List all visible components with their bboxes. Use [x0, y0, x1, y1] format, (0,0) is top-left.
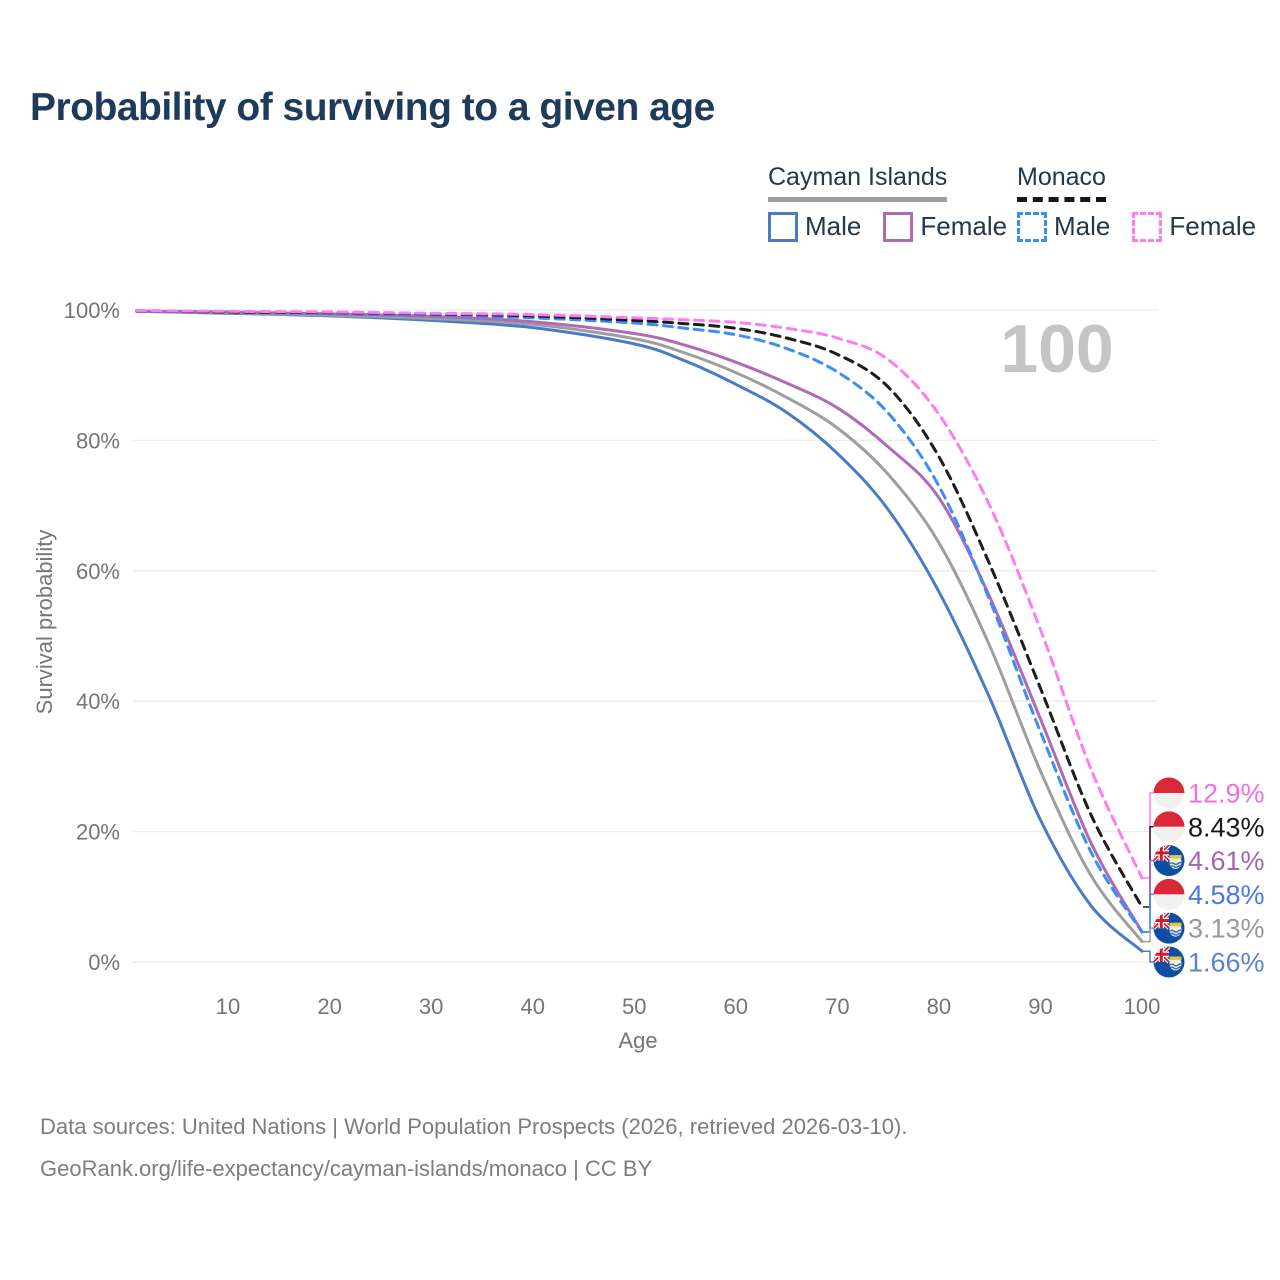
age-watermark: 100 [1000, 311, 1113, 387]
end-label: 1.66% [1188, 948, 1265, 978]
legend-items-cayman-islands: Male Female [768, 211, 1007, 242]
legend-item-label: Female [920, 211, 1008, 241]
series-line-cayman-islands-female [135, 309, 1144, 934]
x-tick-label: 100 [1124, 994, 1161, 1019]
legend-items-monaco: Male Female [1017, 211, 1256, 242]
legend-item-monaco-male[interactable]: Male [1017, 211, 1110, 242]
monaco-female-swatch-icon [1132, 211, 1163, 242]
data-sources-text: Data sources: United Nations | World Pop… [40, 1114, 908, 1139]
footer: Data sources: United Nations | World Pop… [40, 1106, 907, 1190]
legend-group-cayman-islands: Cayman Islands Male Female [768, 163, 1007, 242]
legend-item-label: Male [1054, 211, 1111, 241]
x-axis-title: Age [618, 1028, 657, 1053]
series-line-monaco-male [135, 309, 1144, 934]
legend-group-monaco: Monaco Male Female [1017, 163, 1256, 242]
page-title: Probability of surviving to a given age [30, 86, 715, 129]
monaco-flag-icon [1153, 878, 1185, 910]
end-labels: 12.9%8.43% 4.61% 4.58% 3.13% 1.66% [1188, 779, 1265, 978]
y-axis-ticks: 0% 20% 40% 60% 80% 100% [64, 298, 120, 975]
legend-group-title-cayman-islands: Cayman Islands [768, 163, 948, 202]
cayman-islands-flag-icon [1153, 845, 1185, 877]
attribution-text: GeoRank.org/life-expectancy/cayman-islan… [40, 1156, 653, 1181]
legend-item-monaco-female[interactable]: Female [1132, 211, 1256, 242]
x-tick-label: 40 [520, 994, 544, 1019]
series-line-cayman-islands-male [135, 309, 1144, 953]
leader-line [1143, 792, 1154, 879]
leader-line [1143, 859, 1154, 933]
end-label: 4.58% [1188, 880, 1265, 910]
x-axis-ticks: 10 20 30 40 50 60 70 80 90 100 [216, 994, 1161, 1019]
x-tick-label: 50 [622, 994, 646, 1019]
y-axis-title: Survival probability [32, 530, 57, 715]
series-line-monaco-total [135, 309, 1144, 909]
y-tick-label: 40% [76, 689, 120, 714]
legend-item-label: Male [805, 211, 862, 241]
y-tick-label: 20% [76, 820, 120, 845]
legend-item-cayman-male[interactable]: Male [768, 211, 861, 242]
legend-group-title-monaco: Monaco [1017, 163, 1106, 202]
cayman-female-swatch-icon [883, 211, 914, 242]
series-line-cayman-islands-total [135, 309, 1144, 944]
x-tick-label: 90 [1028, 994, 1052, 1019]
leader-lines [1143, 792, 1154, 963]
end-label: 3.13% [1188, 914, 1265, 944]
cayman-islands-flag-icon [1153, 946, 1185, 978]
leader-line [1143, 950, 1154, 963]
leader-line [1143, 893, 1154, 933]
legend-item-label: Female [1169, 211, 1257, 241]
end-label-flags [1153, 777, 1185, 978]
monaco-flag-icon [1153, 811, 1185, 843]
x-tick-label: 30 [419, 994, 443, 1019]
gridlines [133, 309, 1158, 963]
legend-item-cayman-female[interactable]: Female [883, 211, 1007, 242]
x-tick-label: 60 [724, 994, 748, 1019]
y-tick-label: 100% [64, 298, 120, 323]
x-tick-label: 10 [216, 994, 240, 1019]
series-line-monaco-female [135, 309, 1144, 880]
x-tick-label: 80 [927, 994, 951, 1019]
monaco-male-swatch-icon [1017, 211, 1047, 242]
leader-line [1143, 927, 1154, 943]
x-tick-label: 70 [825, 994, 849, 1019]
y-tick-label: 0% [88, 950, 120, 975]
monaco-flag-icon [1153, 777, 1185, 809]
cayman-male-swatch-icon [768, 211, 798, 242]
y-tick-label: 60% [76, 559, 120, 584]
end-label: 4.61% [1188, 846, 1265, 876]
cayman-islands-flag-icon [1153, 912, 1185, 944]
x-tick-label: 20 [317, 994, 341, 1019]
end-label: 8.43% [1188, 812, 1265, 842]
end-label: 12.9% [1188, 779, 1265, 809]
series-lines [135, 309, 1144, 953]
y-tick-label: 80% [76, 428, 120, 453]
